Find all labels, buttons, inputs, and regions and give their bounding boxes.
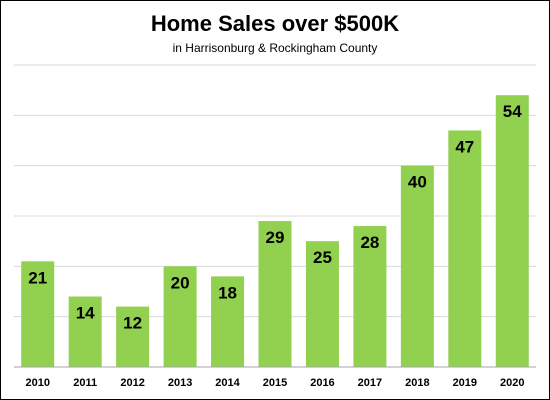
bar-2013 [163, 266, 197, 367]
data-label-2010: 21 [28, 268, 47, 287]
data-label-2019: 47 [455, 137, 474, 156]
bar-2020 [495, 95, 529, 367]
data-labels: 21 14 12 20 18 29 25 28 40 47 54 [28, 102, 522, 332]
data-label-2012: 12 [123, 314, 142, 333]
bar-2011 [68, 296, 102, 367]
bar-2019 [448, 130, 482, 367]
data-label-2013: 20 [171, 273, 190, 292]
data-label-2017: 28 [360, 233, 379, 252]
data-label-2015: 29 [266, 228, 285, 247]
data-label-2016: 25 [313, 248, 332, 267]
bar-2012 [116, 306, 150, 367]
x-tick-label-2015: 2015 [263, 377, 287, 389]
x-tick-label-2013: 2013 [168, 377, 192, 389]
x-tick-label-2020: 2020 [500, 377, 524, 389]
x-tick-label-2012: 2012 [120, 377, 144, 389]
data-label-2011: 14 [76, 304, 95, 323]
chart-subtitle: in Harrisonburg & Rockingham County [173, 41, 378, 55]
x-tick-label-2017: 2017 [358, 377, 382, 389]
bar-2014 [211, 276, 245, 367]
bar-2016 [305, 241, 339, 367]
bar-2018 [400, 165, 434, 367]
x-tick-label-2019: 2019 [453, 377, 477, 389]
x-axis-tick-labels: 2010 2011 2012 2013 2014 2015 2016 2017 2018 2019… [25, 377, 524, 389]
x-tick-label-2010: 2010 [25, 377, 49, 389]
bars [21, 95, 529, 367]
x-tick-label-2014: 2014 [215, 377, 240, 389]
x-tick-label-2011: 2011 [73, 377, 97, 389]
bar-2015 [258, 221, 292, 367]
bar-2010 [21, 261, 55, 367]
bar-2017 [353, 226, 387, 367]
data-label-2020: 54 [503, 102, 522, 121]
chart-title: Home Sales over $500K [151, 11, 399, 36]
data-label-2014: 18 [218, 283, 237, 302]
data-label-2018: 40 [408, 173, 427, 192]
x-tick-label-2016: 2016 [310, 377, 334, 389]
x-tick-label-2018: 2018 [405, 377, 429, 389]
